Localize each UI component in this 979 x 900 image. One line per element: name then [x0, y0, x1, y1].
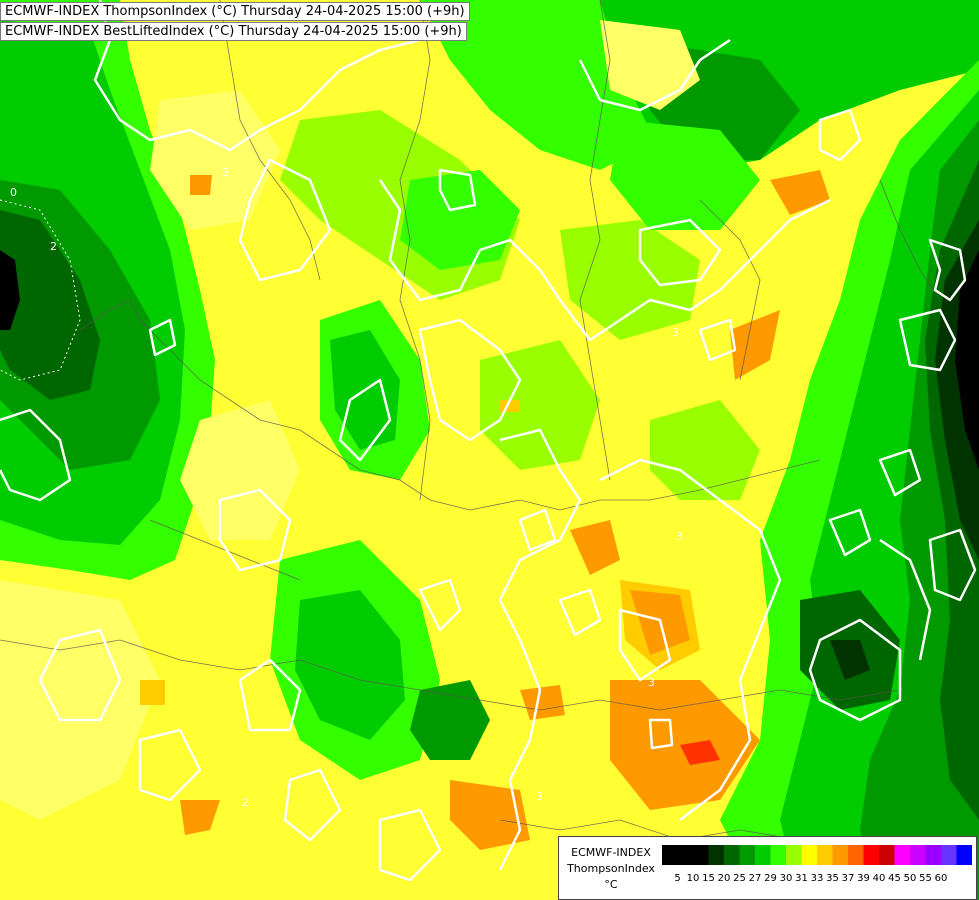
legend-tick-label: 39 [857, 873, 870, 884]
legend-swatch [693, 845, 709, 865]
legend-tick-label: 37 [842, 873, 855, 884]
contour-label: 3 [672, 326, 679, 339]
legend-tick-label: 29 [764, 873, 777, 884]
legend-tick-label: 27 [749, 873, 762, 884]
legend-swatch [832, 845, 848, 865]
legend-swatch [910, 845, 926, 865]
legend-swatch [848, 845, 864, 865]
legend-swatch [941, 845, 957, 865]
legend-unit: °C [604, 878, 618, 891]
contour-label: 2 [50, 240, 57, 253]
legend-swatch [956, 845, 972, 865]
legend-tick-label: 10 [687, 873, 700, 884]
legend-tick-label: 25 [733, 873, 746, 884]
legend-tick-label: 60 [935, 873, 948, 884]
contour-label: 3 [536, 790, 543, 803]
legend-swatch [724, 845, 740, 865]
legend-swatch [879, 845, 895, 865]
legend-swatch [708, 845, 724, 865]
contour-label: 2 [242, 796, 249, 809]
title-best-lifted-index: ECMWF-INDEX BestLiftedIndex (°C) Thursda… [0, 22, 467, 41]
legend-parameter: ThompsonIndex [567, 862, 655, 875]
contour-label: 3 [222, 166, 229, 179]
legend-tick-label: 50 [904, 873, 917, 884]
legend-swatch [662, 845, 678, 865]
legend-model: ECMWF-INDEX [571, 846, 651, 859]
legend-swatch [925, 845, 941, 865]
title-thompson-index: ECMWF-INDEX ThompsonIndex (°C) Thursday … [0, 2, 470, 21]
legend-tick-label: 33 [811, 873, 824, 884]
legend-tick-label: 5 [674, 873, 680, 884]
legend-tick-label: 31 [795, 873, 808, 884]
legend-swatch [817, 845, 833, 865]
legend-swatch [863, 845, 879, 865]
legend-swatch [786, 845, 802, 865]
color-legend: ECMWF-INDEX ThompsonIndex °C 5 10 15 20 25 27… [558, 836, 977, 900]
legend-scale: 5 10 15 20 25 27 29 30 31 33 35 37 39 40 45 50 55 60 [662, 845, 972, 884]
legend-tick-label: 55 [919, 873, 932, 884]
legend-tick-label: 30 [780, 873, 793, 884]
contour-label: 3 [676, 530, 683, 543]
legend-swatch [770, 845, 786, 865]
legend-swatch [894, 845, 910, 865]
contour-label: 3 [648, 676, 655, 689]
legend-tick-label: 15 [702, 873, 715, 884]
legend-swatch [677, 845, 693, 865]
legend-swatch [801, 845, 817, 865]
legend-swatch [755, 845, 771, 865]
legend-tick-label: 35 [826, 873, 839, 884]
legend-tick-label: 20 [718, 873, 731, 884]
legend-tick-label: 40 [873, 873, 886, 884]
legend-tick-label: 45 [888, 873, 901, 884]
contour-label: 0 [10, 186, 17, 199]
legend-swatch [739, 845, 755, 865]
